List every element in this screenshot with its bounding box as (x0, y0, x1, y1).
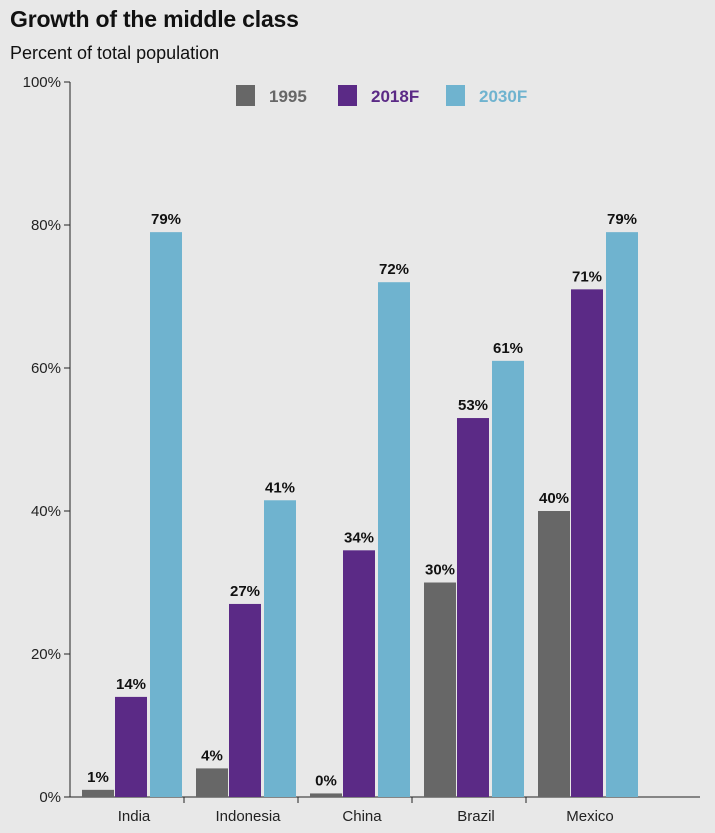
data-label: 40% (539, 490, 569, 507)
y-tick-label: 80% (31, 217, 61, 234)
x-tick-label: Brazil (457, 808, 495, 825)
bar-2018f-brazil (457, 418, 489, 797)
bar-2030f-china (378, 282, 410, 797)
y-tick-label: 0% (39, 789, 61, 806)
data-label: 0% (315, 772, 337, 789)
bar-2030f-brazil (492, 360, 524, 797)
data-label: 61% (493, 340, 523, 357)
data-label: 79% (607, 211, 637, 228)
x-tick-label: India (118, 808, 151, 825)
data-label: 72% (379, 261, 409, 278)
y-tick-label: 60% (31, 360, 61, 377)
data-label: 30% (425, 562, 455, 579)
y-tick-label: 40% (31, 503, 61, 520)
data-label: 27% (230, 583, 260, 600)
chart-title: Growth of the middle class (10, 6, 299, 32)
data-label: 4% (201, 747, 223, 764)
bar-1995-india (82, 789, 114, 797)
data-label: 41% (265, 479, 295, 496)
data-label: 71% (572, 268, 602, 285)
x-tick-label: Indonesia (215, 808, 281, 825)
data-label: 14% (116, 676, 146, 693)
x-tick-label: China (342, 808, 382, 825)
x-tick-label: Mexico (566, 808, 614, 825)
bar-1995-china (310, 793, 342, 797)
bar-1995-mexico (538, 511, 570, 797)
legend-swatch-1995 (236, 85, 255, 106)
data-label: 34% (344, 529, 374, 546)
bar-2018f-indonesia (229, 603, 261, 797)
bar-2030f-india (150, 232, 182, 797)
bar-2030f-mexico (606, 232, 638, 797)
legend-label-2018f: 2018F (371, 87, 419, 106)
bar-2018f-india (115, 696, 147, 797)
bar-2018f-mexico (571, 289, 603, 797)
bar-2030f-indonesia (264, 500, 296, 797)
legend-label-2030f: 2030F (479, 87, 527, 106)
data-label: 79% (151, 211, 181, 228)
bar-2018f-china (343, 550, 375, 797)
data-label: 53% (458, 397, 488, 414)
chart-subtitle: Percent of total population (10, 43, 220, 63)
bar-1995-indonesia (196, 768, 228, 797)
legend-label-1995: 1995 (269, 87, 307, 106)
bar-1995-brazil (424, 582, 456, 797)
y-tick-label: 20% (31, 646, 61, 663)
y-tick-label: 100% (23, 74, 61, 91)
legend-swatch-2030f (446, 85, 465, 106)
data-label: 1% (87, 769, 109, 786)
legend-swatch-2018f (338, 85, 357, 106)
